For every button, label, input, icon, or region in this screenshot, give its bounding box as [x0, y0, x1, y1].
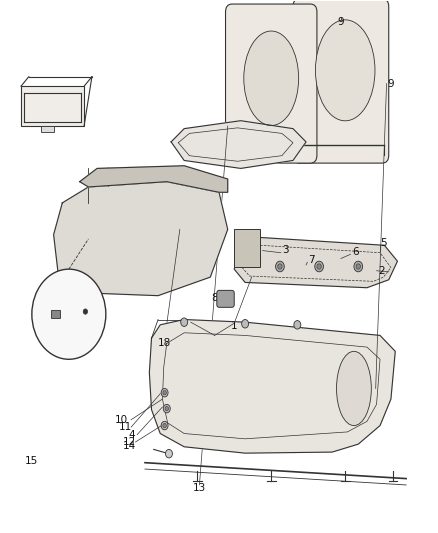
FancyBboxPatch shape — [51, 310, 60, 318]
Circle shape — [317, 264, 321, 269]
Ellipse shape — [315, 20, 375, 121]
Text: 13: 13 — [193, 483, 206, 493]
Text: 10: 10 — [114, 415, 127, 425]
Circle shape — [315, 261, 323, 272]
Polygon shape — [53, 182, 228, 296]
Text: 3: 3 — [282, 245, 289, 255]
Ellipse shape — [244, 31, 299, 125]
Circle shape — [166, 449, 173, 458]
Text: 15: 15 — [25, 456, 39, 466]
Text: 14: 14 — [123, 441, 136, 451]
FancyBboxPatch shape — [226, 4, 317, 163]
Polygon shape — [234, 237, 397, 288]
Polygon shape — [80, 166, 228, 192]
Text: 4: 4 — [129, 430, 135, 440]
Circle shape — [163, 423, 166, 427]
Circle shape — [165, 407, 169, 411]
Text: 9: 9 — [338, 17, 344, 27]
Text: 5: 5 — [380, 238, 387, 248]
Text: 2: 2 — [378, 266, 385, 276]
Circle shape — [181, 318, 187, 326]
Circle shape — [32, 269, 106, 359]
FancyBboxPatch shape — [41, 126, 53, 132]
FancyBboxPatch shape — [21, 86, 84, 126]
Text: 8: 8 — [212, 293, 218, 303]
Polygon shape — [171, 120, 306, 168]
Text: 11: 11 — [119, 422, 132, 432]
Circle shape — [354, 261, 363, 272]
Ellipse shape — [336, 351, 371, 425]
Circle shape — [242, 319, 249, 328]
Polygon shape — [149, 319, 395, 453]
Circle shape — [83, 309, 88, 314]
Circle shape — [294, 320, 301, 329]
Text: 12: 12 — [123, 437, 136, 447]
Circle shape — [356, 264, 360, 269]
Text: 1: 1 — [231, 321, 237, 331]
Text: 16: 16 — [46, 298, 60, 309]
Circle shape — [163, 405, 170, 413]
FancyBboxPatch shape — [293, 0, 389, 163]
Circle shape — [278, 264, 282, 269]
Circle shape — [161, 421, 168, 430]
FancyBboxPatch shape — [234, 229, 260, 266]
Text: 17: 17 — [78, 301, 91, 311]
Text: 6: 6 — [352, 247, 359, 257]
Text: 18: 18 — [158, 338, 171, 349]
Text: 7: 7 — [308, 255, 315, 265]
Text: 9: 9 — [388, 78, 394, 88]
Circle shape — [163, 391, 166, 395]
Circle shape — [276, 261, 284, 272]
Circle shape — [161, 389, 168, 397]
FancyBboxPatch shape — [217, 290, 234, 308]
